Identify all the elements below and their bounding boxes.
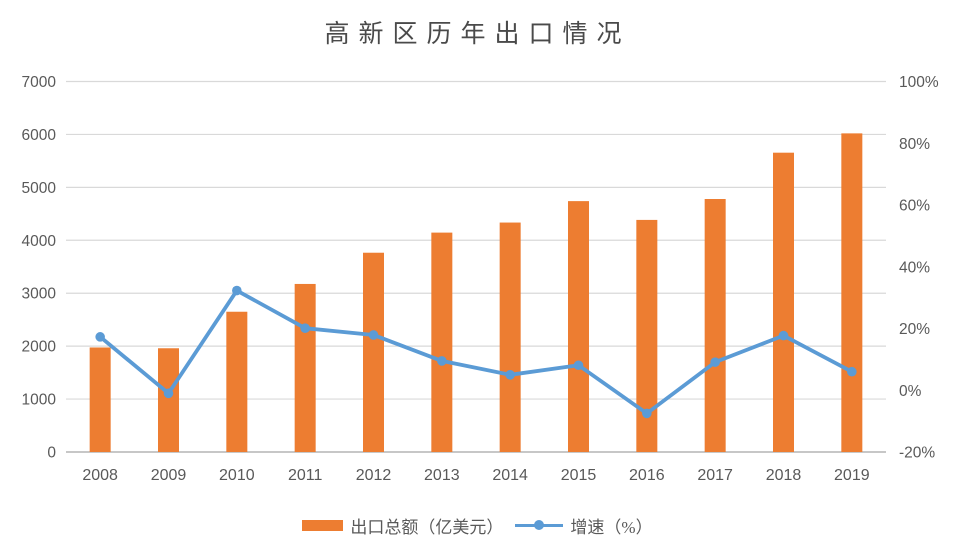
x-axis-category-label: 2019	[834, 467, 870, 484]
bar-2009	[158, 348, 179, 452]
bar-2008	[89, 347, 111, 452]
bar-2015	[568, 201, 589, 452]
chart-title: 高新区历年出口情况	[324, 21, 631, 48]
left-axis-tick-label: 3000	[22, 286, 57, 303]
left-axis-tick-label: 1000	[22, 392, 57, 409]
x-axis-category-label: 2014	[492, 467, 528, 484]
bar-2017	[704, 199, 726, 452]
right-axis-tick-label: 100%	[899, 74, 939, 91]
bar-2018	[773, 152, 794, 452]
line-marker-2016	[642, 408, 652, 419]
right-axis-tick-label: 0%	[899, 383, 922, 400]
left-axis-tick-label: 0	[47, 445, 56, 462]
x-axis-category-label: 2009	[151, 467, 187, 484]
chart-legend: 出口总额（亿美元） 增速（%）	[0, 511, 955, 539]
right-axis-tick-label: 20%	[899, 321, 930, 338]
bar-2014	[499, 222, 521, 452]
bar-2013	[431, 232, 453, 452]
x-axis-category-label: 2017	[697, 467, 733, 484]
left-axis-tick-label: 4000	[22, 233, 57, 250]
bar-series-swatch-icon	[302, 519, 344, 531]
right-axis-tick-label: 40%	[899, 259, 930, 276]
bar-2019	[841, 133, 863, 452]
bar-2016	[636, 219, 658, 452]
x-axis-category-label: 2018	[766, 467, 802, 484]
x-axis-category-label: 2011	[288, 467, 323, 484]
line-marker-2012	[368, 330, 379, 340]
line-marker-2010	[232, 285, 242, 296]
x-axis-category-label: 2008	[82, 467, 118, 484]
bar-2010	[226, 311, 248, 452]
line-marker-2009	[163, 388, 174, 399]
right-axis-tick-label: 80%	[899, 136, 930, 153]
legend-label-growth: 增速（%）	[570, 517, 653, 537]
line-marker-2014	[505, 370, 515, 380]
line-marker-2011	[300, 323, 310, 333]
legend-item-exports: 出口总额（亿美元）	[302, 513, 503, 538]
line-series-swatch-icon	[515, 519, 564, 531]
x-axis-category-label: 2012	[356, 467, 392, 484]
right-axis-tick-label: 60%	[899, 198, 930, 215]
growth-line-series	[98, 288, 854, 416]
bar-2012	[363, 252, 384, 452]
line-marker-2013	[437, 356, 447, 366]
line-marker-2008	[95, 332, 105, 342]
right-axis-tick-label: -20%	[899, 445, 935, 462]
legend-item-growth: 增速（%）	[515, 513, 653, 538]
x-axis-category-label: 2010	[219, 467, 255, 484]
x-axis-category-label: 2016	[629, 467, 665, 484]
line-marker-2017	[710, 357, 720, 367]
legend-label-exports: 出口总额（亿美元）	[350, 517, 504, 537]
line-marker-2015	[573, 360, 584, 371]
line-marker-2019	[847, 366, 857, 377]
bar-2011	[294, 283, 316, 452]
left-axis-tick-label: 2000	[22, 339, 57, 356]
left-axis-tick-label: 7000	[22, 74, 57, 91]
x-axis-category-label: 2015	[561, 467, 597, 484]
x-axis-category-label: 2013	[424, 467, 460, 484]
left-axis-tick-label: 5000	[22, 180, 57, 197]
line-marker-2018	[778, 330, 789, 341]
left-axis-tick-label: 6000	[22, 127, 57, 144]
